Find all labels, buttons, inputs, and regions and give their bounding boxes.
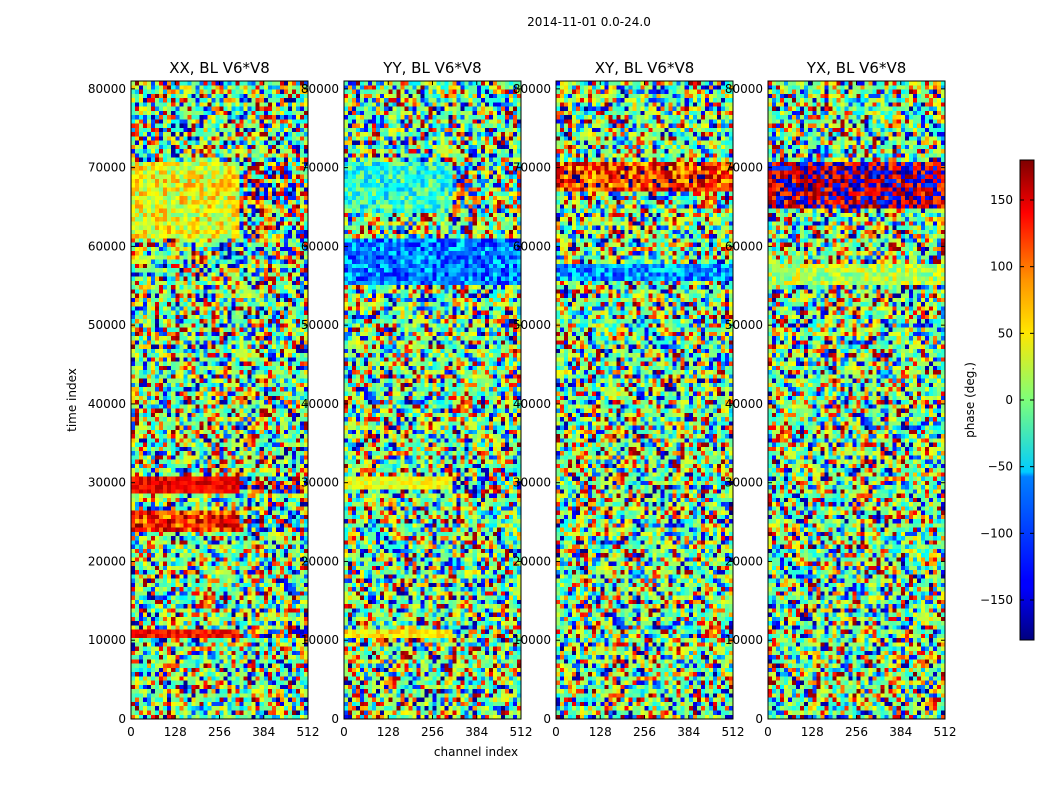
x-tick-label: 384 <box>465 725 488 739</box>
y-tick-label: 20000 <box>725 554 763 568</box>
y-tick-label: 60000 <box>88 239 126 253</box>
figure-suptitle: 2014-11-01 0.0-24.0 <box>527 15 651 29</box>
phase-cells <box>131 81 309 720</box>
panel-xx: XX, BL V6*V8 0 128 256 384 512 0 10000 20000 3000… <box>88 59 320 739</box>
panel-xy: XY, BL V6*V8 0 128 256 384 512 0 10000 20000 3000… <box>513 59 745 739</box>
y-tick-label: 40000 <box>88 397 126 411</box>
x-tick-label: 128 <box>589 725 612 739</box>
colorbar-label: phase (deg.) <box>963 362 977 438</box>
x-tick-label: 512 <box>510 725 533 739</box>
y-tick-label: 70000 <box>301 161 339 175</box>
y-tick-label: 0 <box>331 712 339 726</box>
colorbar-tick-label: −150 <box>980 593 1013 607</box>
y-tick-label: 30000 <box>513 476 551 490</box>
y-tick-label: 20000 <box>513 554 551 568</box>
x-tick-label: 512 <box>934 725 957 739</box>
y-tick-label: 30000 <box>88 476 126 490</box>
x-tick-label: 384 <box>677 725 700 739</box>
colorbar-tick-label: −100 <box>980 526 1013 540</box>
panel-yx: YX, BL V6*V8 0 128 256 384 512 0 10000 20000 3000… <box>725 59 957 739</box>
y-tick-label: 60000 <box>301 239 339 253</box>
y-tick-label: 60000 <box>725 239 763 253</box>
y-tick-label: 30000 <box>725 476 763 490</box>
y-tick-label: 80000 <box>301 82 339 96</box>
x-tick-label: 256 <box>845 725 868 739</box>
x-axis-label: channel index <box>434 745 518 759</box>
y-tick-label: 70000 <box>513 161 551 175</box>
x-tick-label: 0 <box>552 725 560 739</box>
y-tick-label: 80000 <box>513 82 551 96</box>
y-tick-label: 70000 <box>88 161 126 175</box>
y-tick-label: 0 <box>543 712 551 726</box>
x-tick-label: 0 <box>340 725 348 739</box>
y-tick-label: 20000 <box>88 554 126 568</box>
x-tick-label: 384 <box>252 725 275 739</box>
x-tick-label: 256 <box>421 725 444 739</box>
y-tick-label: 50000 <box>88 318 126 332</box>
y-tick-label: 70000 <box>725 161 763 175</box>
y-tick-label: 30000 <box>301 476 339 490</box>
y-tick-label: 80000 <box>725 82 763 96</box>
phase-cells <box>768 81 946 720</box>
colorbar-tick-label: 50 <box>998 326 1013 340</box>
phase-cells <box>344 81 522 720</box>
y-tick-label: 10000 <box>513 633 551 647</box>
y-tick-label: 50000 <box>301 318 339 332</box>
panel-title: XX, BL V6*V8 <box>169 59 270 77</box>
y-tick-label: 40000 <box>725 397 763 411</box>
x-tick-label: 128 <box>801 725 824 739</box>
x-tick-label: 128 <box>164 725 187 739</box>
x-tick-label: 384 <box>889 725 912 739</box>
y-tick-label: 10000 <box>301 633 339 647</box>
panel-title: YY, BL V6*V8 <box>382 59 481 77</box>
panel-title: XY, BL V6*V8 <box>595 59 695 77</box>
x-tick-label: 0 <box>764 725 772 739</box>
panel-yy: YY, BL V6*V8 0 128 256 384 512 0 10000 20000 3000… <box>301 59 533 739</box>
y-tick-label: 10000 <box>725 633 763 647</box>
y-tick-label: 50000 <box>725 318 763 332</box>
y-tick-label: 40000 <box>513 397 551 411</box>
x-tick-label: 256 <box>633 725 656 739</box>
y-tick-label: 50000 <box>513 318 551 332</box>
y-tick-label: 0 <box>755 712 763 726</box>
y-axis-label: time index <box>65 368 79 432</box>
colorbar: phase (deg.) 150 100 50 0 −50 −100 −150 <box>963 159 1035 641</box>
colorbar-tick-label: 0 <box>1005 393 1013 407</box>
y-tick-label: 40000 <box>301 397 339 411</box>
y-tick-label: 0 <box>118 712 126 726</box>
phase-cells <box>556 81 734 720</box>
panel-title: YX, BL V6*V8 <box>806 59 907 77</box>
colorbar-tick-label: 150 <box>990 193 1013 207</box>
y-tick-label: 60000 <box>513 239 551 253</box>
y-tick-label: 20000 <box>301 554 339 568</box>
y-tick-label: 80000 <box>88 82 126 96</box>
y-tick-label: 10000 <box>88 633 126 647</box>
x-tick-label: 512 <box>722 725 745 739</box>
x-tick-label: 128 <box>377 725 400 739</box>
x-tick-label: 512 <box>297 725 320 739</box>
x-tick-label: 256 <box>208 725 231 739</box>
x-tick-label: 0 <box>127 725 135 739</box>
colorbar-tick-label: −50 <box>988 460 1013 474</box>
colorbar-tick-label: 100 <box>990 260 1013 274</box>
